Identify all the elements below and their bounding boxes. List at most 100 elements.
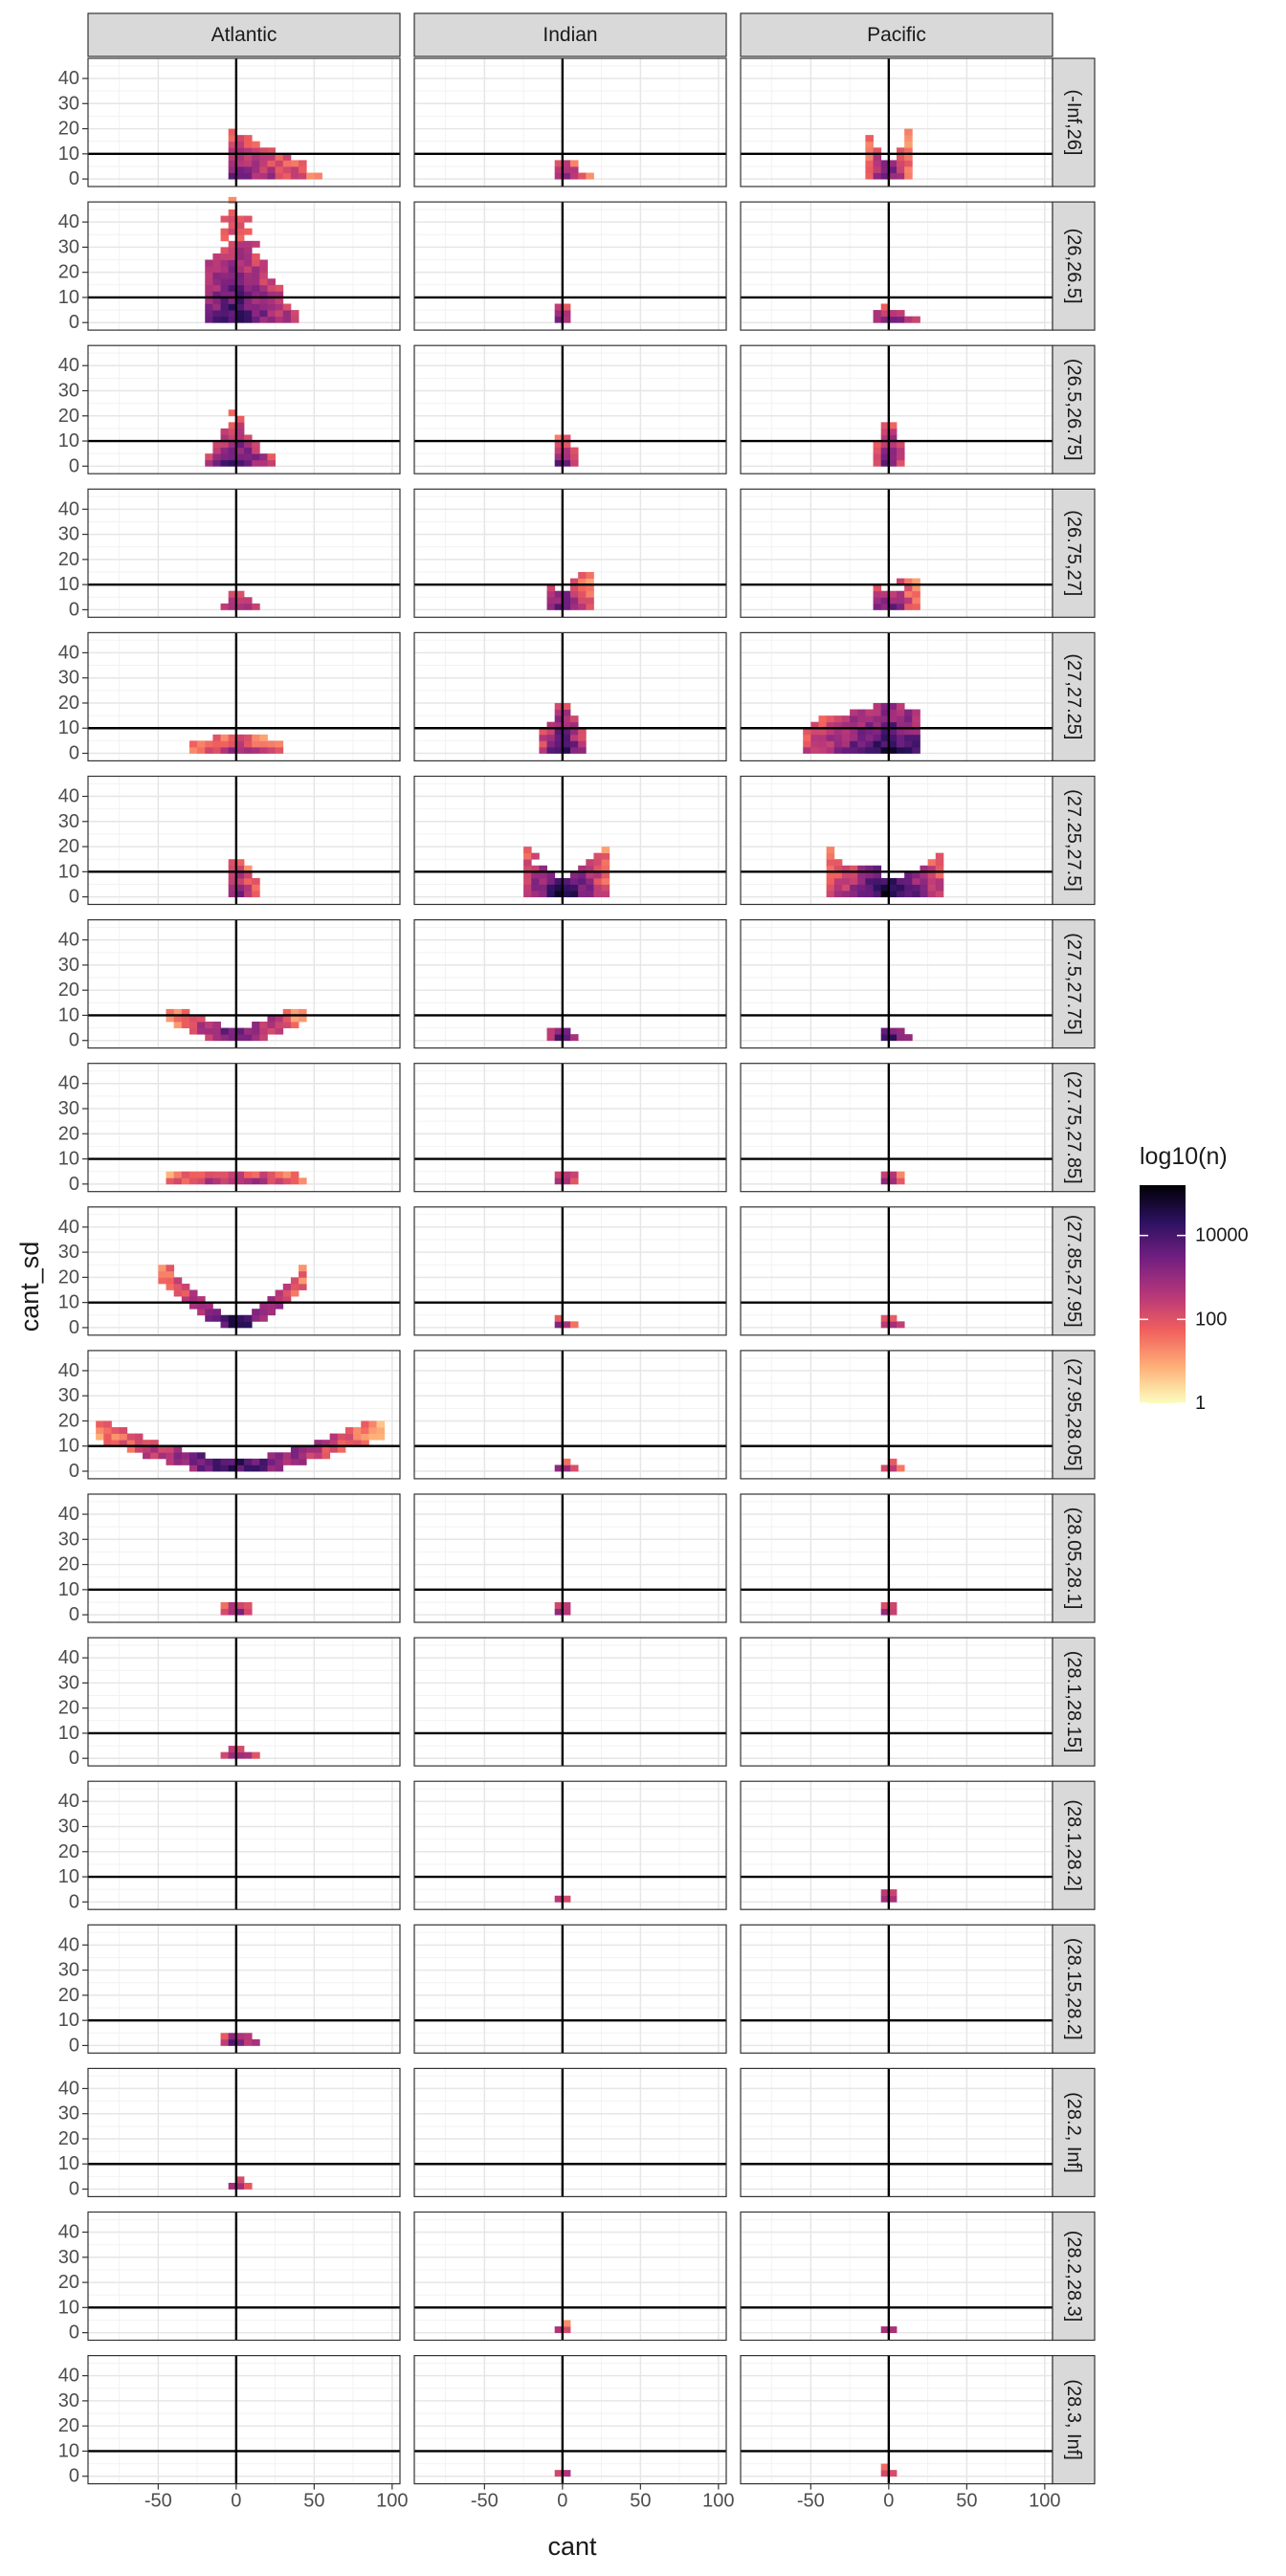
heatmap-cell xyxy=(570,1321,579,1329)
panel-background xyxy=(741,1494,1053,1622)
heatmap-cell xyxy=(228,160,237,167)
heatmap-cell xyxy=(826,728,835,736)
heatmap-cells xyxy=(188,734,284,754)
heatmap-cell xyxy=(252,297,260,304)
heatmap-cell xyxy=(897,1321,905,1329)
heatmap-cell xyxy=(562,316,571,323)
heatmap-cell xyxy=(244,160,253,167)
heatmap-cell xyxy=(252,1458,260,1465)
heatmap-cell xyxy=(593,852,602,860)
row-strip-label: (28.2, Inf] xyxy=(1063,2092,1084,2173)
heatmap-cell xyxy=(850,746,858,754)
y-tick-label: 30 xyxy=(58,1098,79,1119)
heatmap-cell xyxy=(299,1277,307,1285)
heatmap-cell xyxy=(220,2038,230,2046)
heatmap-cell xyxy=(539,877,547,885)
heatmap-cell xyxy=(212,297,221,304)
heatmap-cell xyxy=(546,734,556,741)
heatmap-cell xyxy=(244,1171,253,1178)
heatmap-cell xyxy=(897,728,905,736)
heatmap-cell xyxy=(880,740,890,748)
heatmap-cell xyxy=(554,303,564,311)
heatmap-cell xyxy=(826,859,835,867)
heatmap-cell xyxy=(361,1440,369,1447)
heatmap-cell xyxy=(880,160,890,167)
heatmap-cell xyxy=(523,891,532,898)
heatmap-cell xyxy=(299,1008,307,1016)
row-strip-label: (27.95,28.05] xyxy=(1063,1358,1084,1471)
heatmap-cell xyxy=(818,721,828,729)
heatmap-cell xyxy=(166,1277,175,1285)
heatmap-cell xyxy=(220,447,230,454)
panel-border xyxy=(87,1780,401,1910)
heatmap-cell xyxy=(904,871,913,879)
x-tick-label: 50 xyxy=(630,2491,651,2512)
heatmap-cell xyxy=(188,1022,198,1028)
heatmap-cell xyxy=(212,1178,221,1185)
heatmap-cell xyxy=(275,1022,284,1028)
heatmap-cell xyxy=(833,859,843,867)
heatmap-cell xyxy=(912,721,920,729)
heatmap-cell xyxy=(282,1452,292,1460)
heatmap-cell xyxy=(570,734,579,741)
heatmap-cell xyxy=(897,884,905,892)
heatmap-cell xyxy=(880,590,890,598)
heatmap-cell xyxy=(244,266,253,274)
legend-title: log10(n) xyxy=(1140,1143,1228,1170)
heatmap-cell xyxy=(880,2470,890,2477)
heatmap-cell xyxy=(570,447,579,454)
heatmap-cell xyxy=(880,746,890,754)
heatmap-cell xyxy=(267,740,276,748)
heatmap-cell xyxy=(888,877,898,885)
heatmap-cell xyxy=(897,459,905,467)
heatmap-cell xyxy=(252,240,260,248)
heatmap-cell xyxy=(228,228,237,235)
heatmap-cell xyxy=(306,1452,315,1460)
heatmap-cells xyxy=(554,434,579,467)
heatmap-cell xyxy=(259,172,268,180)
heatmap-cell xyxy=(259,147,268,155)
heatmap-cell xyxy=(173,1289,183,1297)
heatmap-cell xyxy=(865,746,874,754)
heatmap-cell xyxy=(897,716,905,723)
heatmap-cell xyxy=(562,728,571,736)
heatmap-cell xyxy=(368,1433,377,1441)
heatmap-cell xyxy=(841,871,851,879)
heatmap-cell xyxy=(267,147,276,155)
heatmap-cell xyxy=(586,603,594,610)
heatmap-cell xyxy=(873,310,882,318)
heatmap-cell xyxy=(554,172,564,180)
heatmap-cell xyxy=(554,702,564,710)
heatmap-cell xyxy=(880,1889,890,1897)
heatmap-cell xyxy=(244,165,253,173)
heatmap-cell xyxy=(290,1008,299,1016)
heatmap-cell xyxy=(158,1277,166,1285)
heatmap-cell xyxy=(188,1464,198,1472)
legend-label: 100 xyxy=(1195,1309,1227,1330)
heatmap-cell xyxy=(228,603,237,610)
heatmap-cell xyxy=(897,1178,905,1185)
heatmap-cell xyxy=(259,153,268,161)
panel-background xyxy=(414,2068,726,2197)
heatmap-cell xyxy=(873,702,882,710)
heatmap-cell xyxy=(935,891,944,898)
heatmap-cell xyxy=(888,590,898,598)
heatmap-cell xyxy=(570,1034,579,1042)
heatmap-cell xyxy=(212,1309,221,1316)
heatmap-cell xyxy=(880,1608,890,1616)
heatmap-cell xyxy=(888,1601,898,1609)
heatmap-cell xyxy=(205,740,213,748)
heatmap-cell xyxy=(897,746,905,754)
row-strip-label: (26.5,26.75] xyxy=(1063,359,1084,461)
heatmap-cell xyxy=(244,2182,253,2190)
heatmap-cell xyxy=(244,1321,253,1329)
heatmap-cell xyxy=(275,1171,284,1178)
heatmap-cell xyxy=(546,603,556,610)
heatmap-cell xyxy=(228,441,237,449)
heatmap-cell xyxy=(888,459,898,467)
heatmap-cell xyxy=(252,1022,260,1028)
y-tick-label: 20 xyxy=(58,693,79,714)
heatmap-cells xyxy=(880,1601,898,1616)
heatmap-cell xyxy=(267,1015,276,1023)
heatmap-cell xyxy=(103,1440,112,1447)
